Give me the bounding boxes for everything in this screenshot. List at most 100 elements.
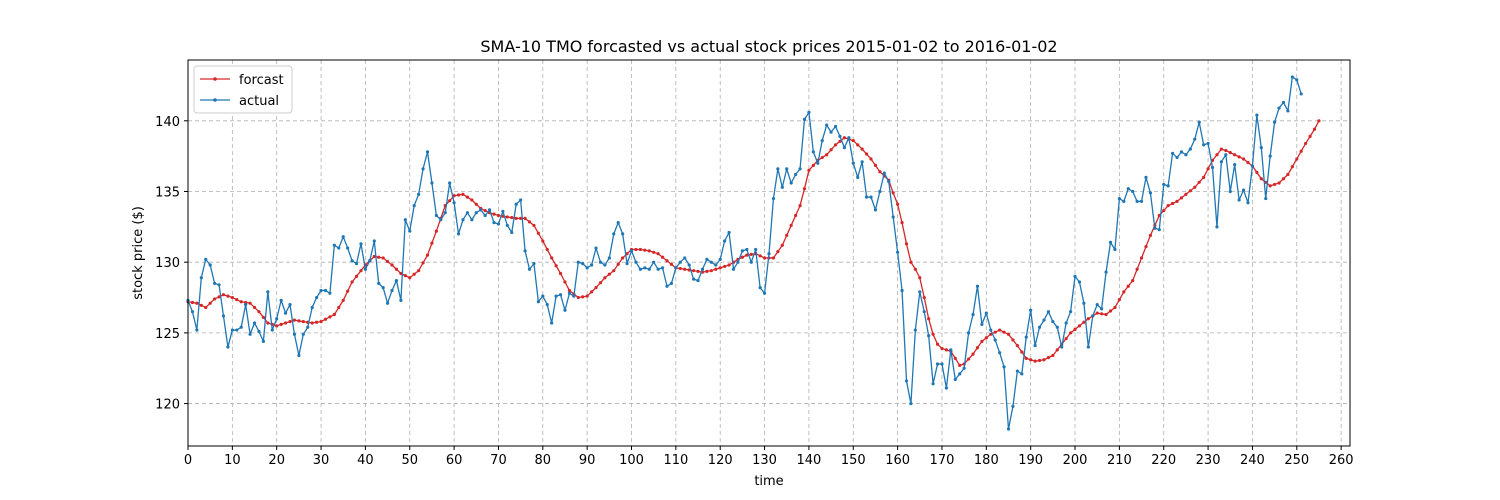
x-tick-label: 100 <box>619 453 644 468</box>
series-actual-point <box>1157 228 1161 232</box>
x-tick-label: 60 <box>446 453 463 468</box>
series-actual-point <box>607 256 611 260</box>
x-tick-label: 250 <box>1284 453 1309 468</box>
series-actual-point <box>643 266 647 270</box>
series-forcast-point <box>527 220 532 224</box>
series-actual-point <box>842 146 847 150</box>
series-forcast-point <box>811 163 815 167</box>
series-forcast-point <box>523 216 527 220</box>
series-forcast-point <box>1193 185 1197 189</box>
series-forcast-point <box>864 152 869 156</box>
series-actual-point <box>616 221 620 225</box>
series-actual-point <box>998 351 1002 355</box>
series-forcast-point <box>341 298 345 302</box>
x-tick-label: 210 <box>1107 453 1132 468</box>
series-forcast-point <box>1233 153 1237 157</box>
x-tick-label: 140 <box>797 453 822 468</box>
legend-forcast-label: forcast <box>239 73 284 88</box>
series-forcast-point <box>1055 348 1059 352</box>
series-actual-point <box>656 267 660 271</box>
series-actual-point <box>678 260 682 264</box>
x-tick-label: 120 <box>708 453 733 468</box>
series-forcast-point <box>230 295 234 300</box>
series-forcast-point <box>749 252 753 257</box>
series-forcast-point <box>1068 331 1073 335</box>
series-forcast-point <box>900 221 904 225</box>
series-actual-point <box>847 136 851 140</box>
series-forcast-point <box>594 286 598 290</box>
series-forcast-point <box>603 276 607 280</box>
series-forcast-point <box>789 223 793 228</box>
series-actual-point <box>1153 226 1157 230</box>
series-actual-point <box>802 117 807 121</box>
series-actual-point <box>966 331 971 335</box>
series-actual-point <box>776 167 780 171</box>
series-actual-point <box>204 257 208 261</box>
series-actual-point <box>594 246 598 250</box>
series-actual-point <box>621 232 625 236</box>
series-actual-point <box>492 221 496 225</box>
series-forcast-point <box>776 249 780 254</box>
series-forcast-point <box>984 336 988 340</box>
series-actual-point <box>190 310 195 314</box>
series-actual-point <box>1241 188 1246 192</box>
series-forcast-point <box>665 259 669 263</box>
series-actual-point <box>1162 182 1166 187</box>
series-forcast-point <box>1104 312 1108 317</box>
series-actual-point <box>1259 146 1263 150</box>
series-actual-point <box>421 167 425 171</box>
series-forcast-point <box>1108 309 1113 313</box>
series-actual-point <box>461 218 465 222</box>
series-forcast-point <box>474 202 478 206</box>
series-forcast-point <box>319 319 323 324</box>
series-forcast-point <box>1228 151 1232 155</box>
series-actual-point <box>1281 100 1286 105</box>
series-actual-point <box>572 294 576 298</box>
series-actual-point <box>315 295 319 300</box>
series-actual-point <box>696 278 700 283</box>
series-forcast-point <box>1268 184 1272 188</box>
series-forcast-point <box>204 305 208 310</box>
series-actual-point <box>669 281 674 285</box>
series-forcast-point <box>434 229 438 233</box>
series-actual-point <box>833 124 838 129</box>
x-tick-label: 80 <box>535 453 552 468</box>
series-actual-point <box>1171 151 1175 155</box>
series-forcast-point <box>315 320 319 324</box>
series-forcast-point <box>980 339 984 343</box>
series-actual-point <box>754 247 758 252</box>
series-actual-point <box>856 175 860 179</box>
series-actual-point <box>820 138 824 143</box>
series-forcast-point <box>647 249 651 253</box>
series-actual-point <box>1002 365 1006 369</box>
series-actual-point <box>811 150 815 154</box>
series-actual-point <box>1286 109 1290 113</box>
series-actual-point <box>931 382 935 386</box>
series-actual-point <box>1268 154 1272 158</box>
series-forcast-point <box>377 255 381 259</box>
series-actual-point <box>257 329 261 334</box>
series-forcast-point <box>714 267 718 271</box>
series-actual-point <box>1290 75 1294 79</box>
series-actual-point <box>692 277 696 281</box>
series-actual-point <box>474 211 478 215</box>
series-actual-point <box>984 311 988 315</box>
series-actual-point <box>279 298 283 302</box>
series-actual-point <box>838 134 842 138</box>
x-tick-label: 90 <box>579 453 596 468</box>
series-actual-point <box>514 202 518 206</box>
series-forcast-point <box>913 267 917 271</box>
series-forcast-point <box>931 332 935 336</box>
series-actual-point <box>483 213 487 218</box>
x-tick-label: 10 <box>224 453 241 468</box>
series-actual-point <box>962 366 966 370</box>
series-actual-point <box>1091 314 1095 318</box>
series-forcast-point <box>1011 338 1015 342</box>
series-forcast-point <box>403 274 407 278</box>
series-forcast-point <box>239 300 243 304</box>
series-forcast-point <box>1281 177 1286 181</box>
series-actual-point <box>714 263 718 267</box>
series-actual-point <box>1210 165 1215 170</box>
series-forcast-point <box>226 294 230 298</box>
